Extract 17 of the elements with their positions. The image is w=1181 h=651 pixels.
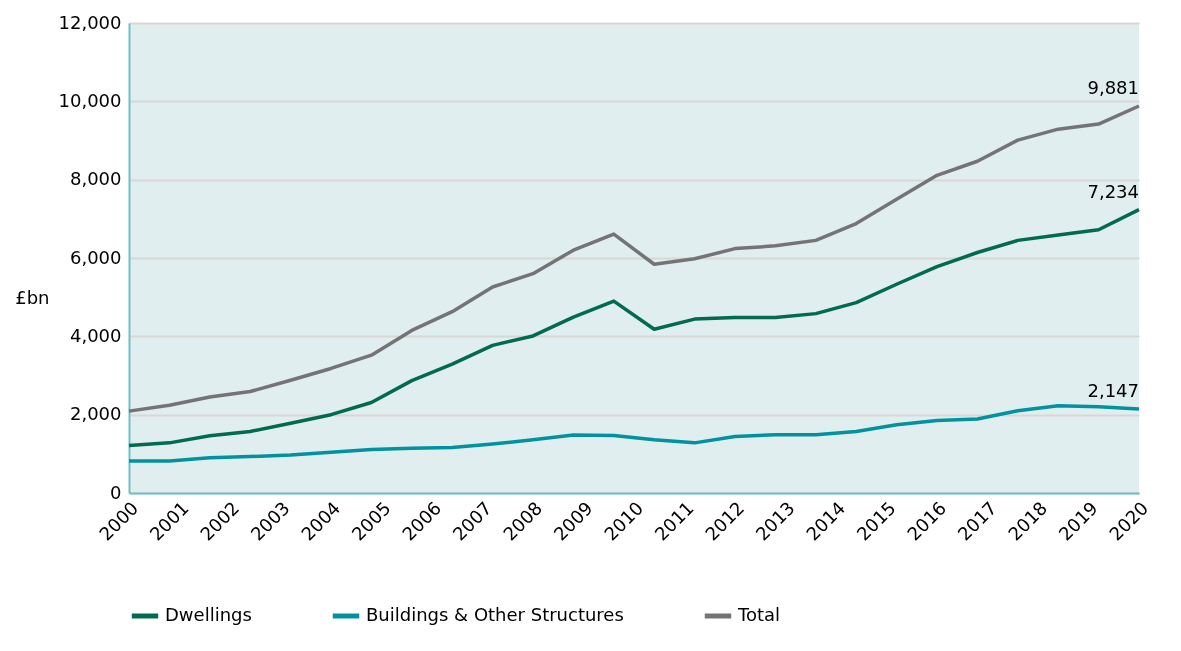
data-label: 2,147 — [1087, 379, 1139, 401]
legend-label: Dwellings — [165, 604, 252, 625]
legend-label: Buildings & Other Structures — [366, 604, 624, 625]
y-tick-label: 10,000 — [58, 89, 122, 111]
data-label: 9,881 — [1087, 76, 1139, 98]
y-tick-label: 2,000 — [69, 403, 122, 425]
line-series — [127, 403, 1141, 463]
line-series — [127, 207, 1141, 448]
y-tick-label: 12,000 — [58, 11, 122, 33]
y-tick-label: 4,000 — [69, 324, 122, 346]
line-series — [127, 104, 1141, 413]
y-axis-title: £bn — [15, 286, 50, 308]
y-tick-label: 0 — [110, 481, 122, 503]
y-tick-label: 6,000 — [69, 246, 122, 268]
legend-label: Total — [737, 604, 781, 625]
data-label: 7,234 — [1087, 180, 1139, 202]
y-tick-label: 8,000 — [69, 168, 122, 190]
